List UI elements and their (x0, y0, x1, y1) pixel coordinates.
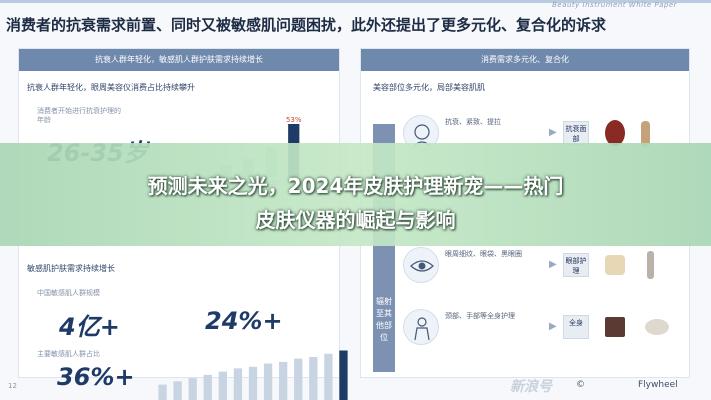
left-sub-title-2: 敏感肌护肤需求持续增长 (27, 264, 115, 273)
age-note: 消费者开始进行抗衰护理的年龄 (37, 107, 121, 124)
watermark: 新浪号 (510, 379, 552, 395)
brand-logo: Flywheel (638, 380, 678, 390)
arrow-right-icon: ▶ (549, 127, 557, 138)
category-box: 抗衰面部 (563, 121, 589, 145)
row-text: 眼周细纹、眼袋、黑眼圈 (445, 250, 522, 258)
overlay-title-line-1: 预测未来之光，2024年皮肤护理新宠——热门 (147, 174, 564, 198)
bar-2014 (173, 381, 182, 400)
bar-2013 (158, 384, 167, 400)
list-item: 眼周细纹、眼袋、黑眼圈 ▶ 眼部护理 (403, 245, 683, 285)
row-text: 颈部、手部等全身护理 (445, 312, 515, 320)
share-note: 主要敏感肌人群占比 (37, 350, 100, 358)
category-box: 眼部护理 (563, 253, 589, 277)
title-overlay-band (0, 143, 711, 246)
list-item: 颈部、手部等全身护理 ▶ 全身 (403, 307, 683, 347)
bottom-bar-chart: 2013201420152016201720182019202020212022… (158, 350, 348, 400)
data-label: 53% (286, 116, 302, 124)
bar-2016 (203, 374, 212, 400)
arrow-right-icon: ▶ (549, 321, 557, 332)
bar-2021 (279, 361, 288, 400)
body-device-icon (605, 317, 669, 337)
bar-2025E (339, 350, 348, 400)
bar-2017 (218, 371, 227, 400)
growth-stat: 24%+ (205, 307, 283, 335)
people-note: 中国敏感肌人群规模 (37, 289, 100, 297)
beauty-device-icon (605, 120, 650, 147)
bar-2022 (294, 358, 303, 400)
right-panel-banner: 消费需求多元化、复合化 (361, 49, 689, 71)
eye-device-icon (605, 251, 654, 279)
right-sub-title: 美容部位多元化，局部美容肌肌 (373, 83, 485, 92)
share-stat: 36%+ (57, 363, 135, 391)
row-text: 抗衰、紧致、提拉 (445, 118, 501, 126)
left-panel-banner: 抗衰人群年轻化，敏感肌人群护肤需求持续增长 (19, 49, 339, 71)
top-divider (0, 0, 711, 3)
header-tag: Beauty Instrument White Paper (552, 1, 677, 9)
bar-2020 (263, 363, 273, 400)
left-sub-title-1: 抗衰人群年轻化，眼周美容仪消费占比持续攀升 (27, 83, 195, 92)
bar-2019 (248, 366, 258, 400)
eye-icon (403, 247, 439, 283)
bar-2023 (309, 357, 318, 400)
overlay-title-line-2: 皮肤仪器的崛起与影响 (255, 208, 456, 232)
category-box: 全身 (563, 315, 589, 339)
bar-2018 (233, 368, 243, 400)
body-icon (403, 309, 439, 345)
side-label-other: 辐射至其他部位 (376, 297, 392, 342)
copyright-icon: © (576, 380, 585, 390)
bar-2015 (188, 378, 197, 400)
page-heading: 消费者的抗衰需求前置、同时又被敏感肌问题困扰，此外还提出了更多元化、复合化的诉求 (6, 16, 607, 34)
arrow-right-icon: ▶ (549, 259, 557, 270)
people-stat: 4亿+ (59, 313, 120, 341)
bar-2024 (324, 353, 333, 400)
page-number: 12 (8, 382, 17, 390)
